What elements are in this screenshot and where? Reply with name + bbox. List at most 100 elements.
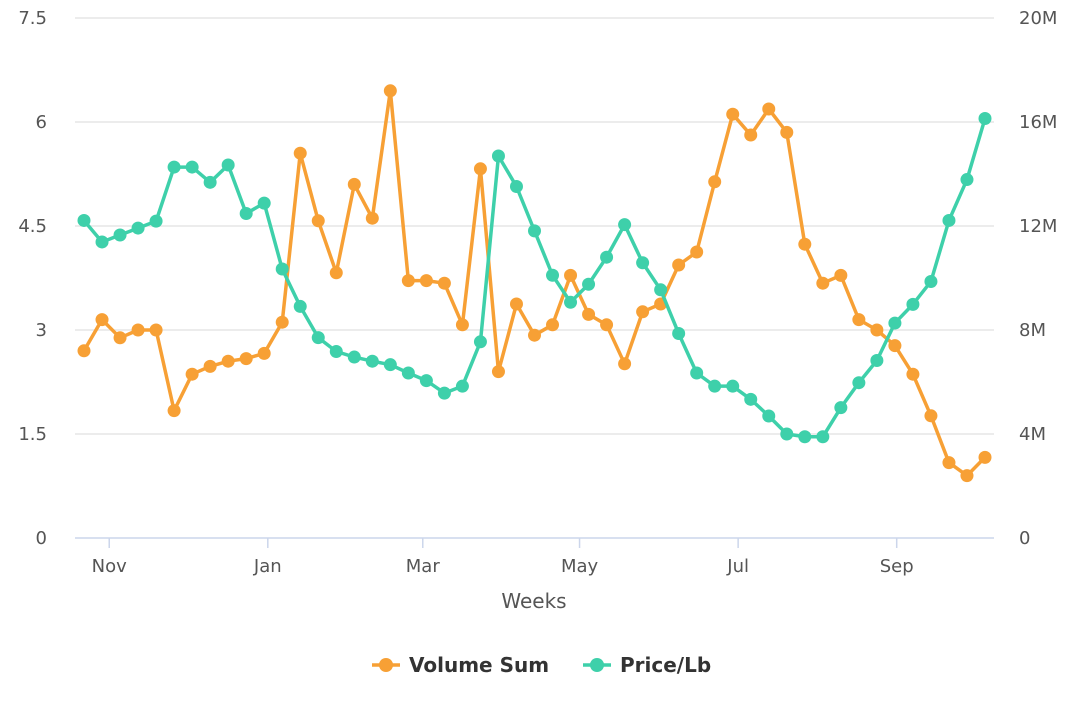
data-point[interactable] xyxy=(960,469,974,483)
data-point[interactable] xyxy=(528,328,541,342)
data-point[interactable] xyxy=(816,276,830,290)
data-point[interactable] xyxy=(672,258,686,272)
data-point[interactable] xyxy=(780,427,794,441)
data-point[interactable] xyxy=(95,235,109,249)
data-point[interactable] xyxy=(546,268,560,282)
data-point[interactable] xyxy=(203,359,217,373)
data-point[interactable] xyxy=(942,456,956,470)
data-point[interactable] xyxy=(942,213,956,227)
data-point[interactable] xyxy=(203,175,217,189)
data-point[interactable] xyxy=(978,112,992,126)
data-point[interactable] xyxy=(185,367,199,381)
data-point[interactable] xyxy=(455,318,469,332)
data-point[interactable] xyxy=(113,228,127,242)
data-point[interactable] xyxy=(780,125,794,139)
data-point[interactable] xyxy=(149,323,163,337)
data-point[interactable] xyxy=(726,107,740,121)
data-point[interactable] xyxy=(329,344,343,358)
data-point[interactable] xyxy=(690,245,704,259)
legend-item[interactable]: Volume Sum xyxy=(372,653,549,677)
data-point[interactable] xyxy=(906,367,920,381)
data-point[interactable] xyxy=(473,162,487,176)
data-point[interactable] xyxy=(672,326,686,340)
data-point[interactable] xyxy=(762,409,776,423)
data-point[interactable] xyxy=(419,374,433,388)
data-point[interactable] xyxy=(257,346,271,360)
data-point[interactable] xyxy=(708,175,722,189)
data-point[interactable] xyxy=(582,307,596,321)
data-point[interactable] xyxy=(834,268,848,282)
data-point[interactable] xyxy=(131,221,145,235)
data-point[interactable] xyxy=(852,376,866,390)
data-point[interactable] xyxy=(852,313,866,327)
data-point[interactable] xyxy=(690,366,704,380)
data-point[interactable] xyxy=(870,354,884,368)
data-point[interactable] xyxy=(528,224,541,238)
data-point[interactable] xyxy=(636,256,650,270)
data-point[interactable] xyxy=(654,283,668,297)
data-point[interactable] xyxy=(888,316,902,330)
data-point[interactable] xyxy=(798,430,812,444)
data-point[interactable] xyxy=(419,274,433,288)
data-point[interactable] xyxy=(924,274,938,288)
data-point[interactable] xyxy=(167,404,181,418)
data-point[interactable] xyxy=(437,386,451,400)
data-point[interactable] xyxy=(546,318,560,332)
data-point[interactable] xyxy=(636,305,650,319)
data-point[interactable] xyxy=(455,379,469,393)
data-point[interactable] xyxy=(113,331,127,345)
legend-item[interactable]: Price/Lb xyxy=(583,653,711,677)
data-point[interactable] xyxy=(708,379,722,393)
data-point[interactable] xyxy=(383,358,397,372)
data-point[interactable] xyxy=(906,297,920,311)
data-point[interactable] xyxy=(329,266,343,280)
data-point[interactable] xyxy=(491,365,505,379)
data-point[interactable] xyxy=(509,297,523,311)
data-point[interactable] xyxy=(239,207,253,221)
data-point[interactable] xyxy=(564,295,578,309)
data-point[interactable] xyxy=(239,352,253,366)
data-point[interactable] xyxy=(888,339,902,353)
data-point[interactable] xyxy=(798,237,812,251)
data-point[interactable] xyxy=(618,357,632,371)
data-point[interactable] xyxy=(473,335,487,349)
data-point[interactable] xyxy=(762,102,776,116)
data-point[interactable] xyxy=(870,323,884,337)
data-point[interactable] xyxy=(167,160,181,174)
data-point[interactable] xyxy=(365,211,379,225)
data-point[interactable] xyxy=(924,409,938,423)
data-point[interactable] xyxy=(618,218,632,232)
data-point[interactable] xyxy=(311,331,325,345)
data-point[interactable] xyxy=(564,268,578,282)
data-point[interactable] xyxy=(744,392,758,406)
data-point[interactable] xyxy=(311,214,325,228)
data-point[interactable] xyxy=(401,274,415,288)
data-point[interactable] xyxy=(744,128,758,142)
data-point[interactable] xyxy=(726,379,740,393)
data-point[interactable] xyxy=(816,430,830,444)
data-point[interactable] xyxy=(978,450,992,464)
data-point[interactable] xyxy=(365,354,379,368)
data-point[interactable] xyxy=(257,196,271,210)
data-point[interactable] xyxy=(149,214,163,228)
data-point[interactable] xyxy=(293,299,307,313)
data-point[interactable] xyxy=(77,213,91,227)
data-point[interactable] xyxy=(347,350,361,364)
data-point[interactable] xyxy=(275,315,289,329)
data-point[interactable] xyxy=(509,179,523,193)
data-point[interactable] xyxy=(582,277,596,291)
legend[interactable]: Volume Sum Price/Lb xyxy=(372,653,711,677)
data-point[interactable] xyxy=(185,160,199,174)
data-point[interactable] xyxy=(834,401,848,415)
data-point[interactable] xyxy=(600,318,614,332)
data-point[interactable] xyxy=(293,146,307,160)
data-point[interactable] xyxy=(491,149,505,163)
data-point[interactable] xyxy=(221,158,235,172)
data-point[interactable] xyxy=(960,173,974,187)
data-point[interactable] xyxy=(77,344,91,358)
data-point[interactable] xyxy=(347,177,361,191)
data-point[interactable] xyxy=(221,354,235,368)
data-point[interactable] xyxy=(401,366,415,380)
data-point[interactable] xyxy=(275,262,289,276)
data-point[interactable] xyxy=(383,84,397,98)
